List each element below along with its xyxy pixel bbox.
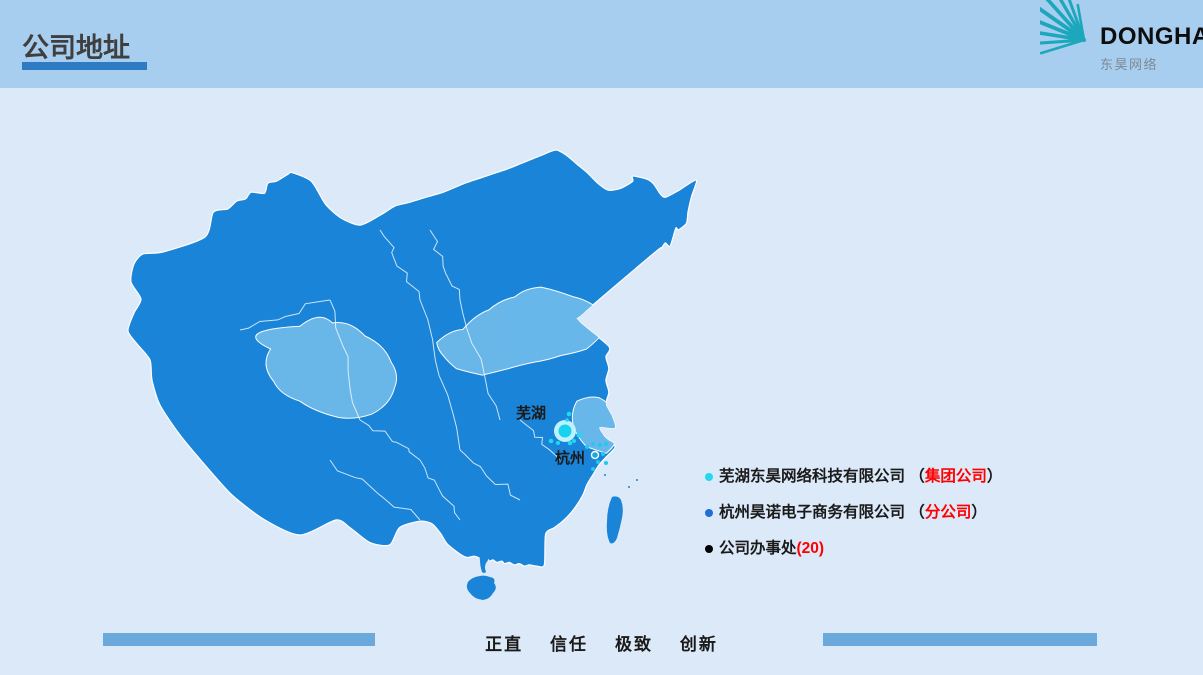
svg-text:杭州: 杭州 (555, 449, 585, 467)
svg-text:芜湖: 芜湖 (516, 404, 546, 422)
